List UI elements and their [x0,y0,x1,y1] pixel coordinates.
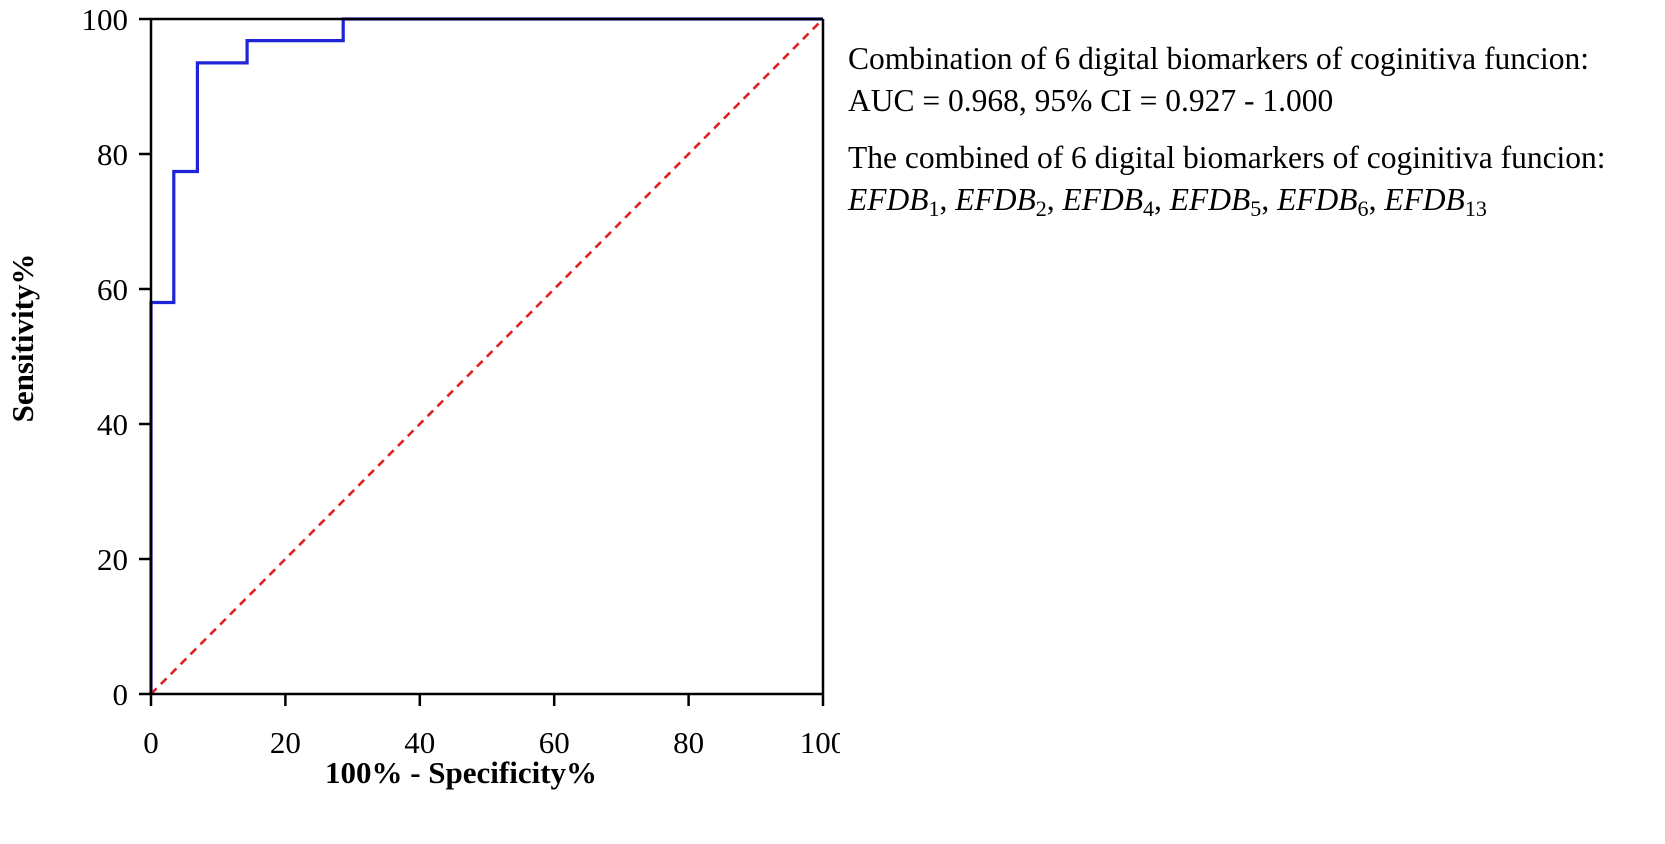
reference-diagonal-line [150,18,824,695]
biomarker-item: EFDB6 [1277,181,1369,221]
y-tick-label: 100 [82,2,129,37]
x-tick-label: 0 [143,725,159,760]
biomarker-item: EFDB1 [848,181,940,221]
x-tick-label: 80 [673,725,704,760]
x-tick-label: 100 [800,725,840,760]
y-axis-title: Sensitivity% [5,254,40,423]
biomarker-item: EFDB13 [1384,181,1487,221]
y-tick-label: 0 [113,677,129,712]
x-tick-label: 20 [270,725,301,760]
plot-area: 0 20 40 60 80 100 0 20 40 60 80 100 [82,2,841,760]
x-tick-label: 60 [539,725,570,760]
annotation-line-3: The combined of 6 digital biomarkers of … [848,140,1606,176]
annotation-panel: Combination of 6 digital biomarkers of c… [848,38,1658,220]
roc-curve-line [149,17,823,694]
roc-chart: 0 20 40 60 80 100 0 20 40 60 80 100 100% - Specific… [5,2,841,790]
biomarker-list: EFDB1, EFDB2, EFDB4, EFDB5, EFDB6, EFDB1… [848,181,1487,221]
annotation-line-1: Combination of 6 digital biomarkers of c… [848,41,1589,76]
y-tick-label: 60 [97,272,128,307]
annotation-auc-line: AUC = 0.968, 95% CI = 0.927 - 1.000 [848,82,1334,118]
x-axis-title: 100% - Specificity% [325,755,597,790]
biomarker-item: EFDB4 [1062,181,1155,221]
biomarker-item: EFDB5 [1169,181,1262,221]
y-tick-label: 80 [97,137,128,172]
x-tick-label: 40 [404,725,435,760]
y-tick-label: 20 [97,542,128,577]
biomarker-item: EFDB2 [955,181,1047,221]
y-tick-label: 40 [97,407,128,442]
